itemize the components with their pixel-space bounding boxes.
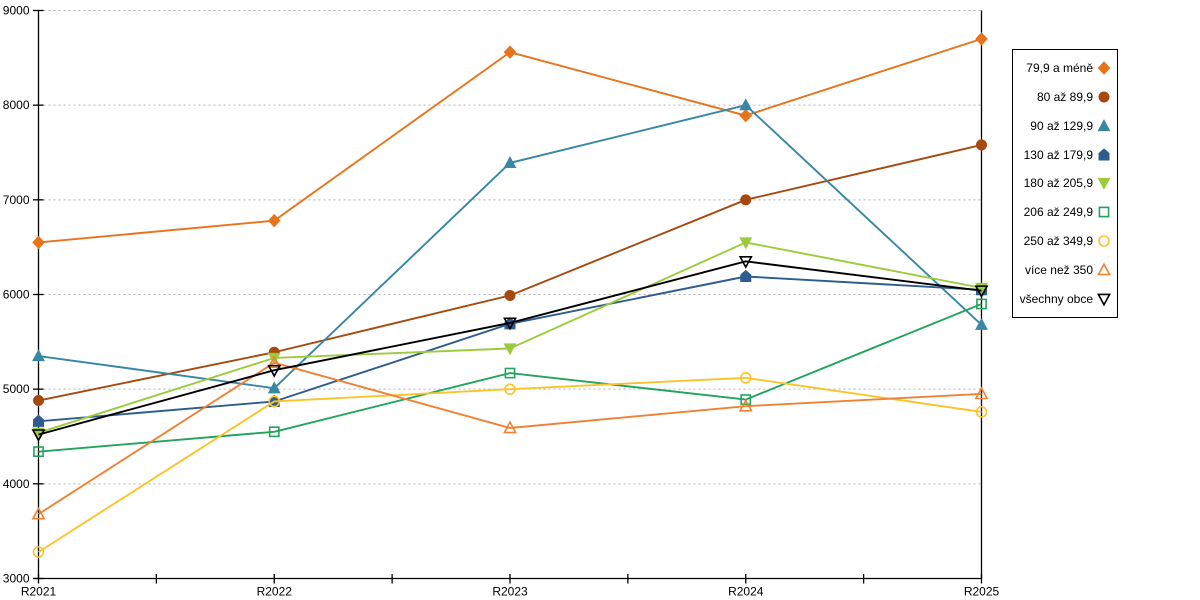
y-tick-label: 7000 <box>3 193 30 207</box>
triangle-down-marker-icon <box>1097 178 1111 191</box>
data-point <box>268 395 281 408</box>
series-line <box>38 303 982 453</box>
data-point <box>267 355 282 369</box>
data-point <box>504 367 516 379</box>
data-point <box>976 298 987 310</box>
data-point <box>32 349 45 362</box>
legend-label: všechny obce <box>1019 291 1093 306</box>
data-point <box>1098 235 1110 247</box>
y-tick-label: 6000 <box>3 288 30 302</box>
data-point <box>740 394 752 405</box>
x-tick-label: R2021 <box>21 585 57 599</box>
data-point <box>976 139 987 151</box>
y-tick-label: 9000 <box>3 4 30 18</box>
legend-item: 90 až 129,9 <box>1013 112 1117 139</box>
data-point <box>1097 293 1111 306</box>
legend-item: 79,9 a méně <box>1013 55 1117 82</box>
y-tick-label: 4000 <box>3 477 30 491</box>
legend-label: 130 až 179,9 <box>1023 147 1093 162</box>
data-point <box>268 426 280 438</box>
legend-label: 250 až 349,9 <box>1023 233 1093 248</box>
legend-item: 130 až 179,9 <box>1013 141 1117 168</box>
data-point <box>31 506 46 520</box>
data-point <box>1098 206 1110 218</box>
data-point <box>1097 61 1111 76</box>
legend-item: všechny obce <box>1013 285 1117 312</box>
data-point <box>504 289 516 301</box>
legend: 79,9 a méně 80 až 89,9 90 až 129,9 130 až 1… <box>1012 49 1118 318</box>
legend-label: 90 až 129,9 <box>1030 118 1093 133</box>
series-line <box>37 376 982 553</box>
legend-item: 250 až 349,9 <box>1013 227 1117 254</box>
data-point <box>1097 119 1111 132</box>
data-point <box>975 317 988 330</box>
data-point <box>974 285 989 299</box>
legend-item: 80 až 89,9 <box>1013 84 1117 111</box>
data-point <box>33 395 44 407</box>
data-point <box>739 108 753 123</box>
legend-label: 79,9 a méně <box>1026 61 1093 76</box>
data-point <box>503 343 517 356</box>
circle-marker-icon <box>1098 91 1110 103</box>
y-tick-label: 3000 <box>3 572 30 586</box>
legend-item: 180 až 205,9 <box>1013 170 1117 197</box>
legend-item: více než 350 <box>1013 256 1117 283</box>
series-line <box>38 241 982 434</box>
data-point <box>740 269 752 283</box>
data-point <box>503 156 517 169</box>
data-point <box>739 237 753 250</box>
data-point <box>974 386 989 400</box>
x-tick-label: R2024 <box>728 585 764 599</box>
data-point <box>31 429 46 443</box>
data-point <box>1098 91 1110 103</box>
y-tick-label: 8000 <box>3 98 30 112</box>
data-point <box>33 414 44 427</box>
series-line <box>38 37 982 244</box>
series-line <box>38 260 982 436</box>
series-line <box>37 361 982 515</box>
data-point <box>32 546 45 558</box>
triangle-down-marker-icon <box>1097 293 1111 306</box>
data-point <box>267 364 282 378</box>
data-point <box>267 213 281 228</box>
circle-marker-icon <box>1098 235 1110 247</box>
triangle-up-marker-icon <box>1097 119 1111 132</box>
x-tick-label: R2025 <box>964 585 1000 599</box>
data-point <box>1097 178 1111 191</box>
data-point <box>740 194 752 206</box>
triangle-up-marker-icon <box>1097 262 1111 276</box>
data-point <box>738 398 753 412</box>
legend-label: 206 až 249,9 <box>1023 205 1093 220</box>
data-point <box>503 317 517 331</box>
data-point <box>738 255 753 269</box>
data-point <box>503 420 517 434</box>
data-point <box>267 381 281 394</box>
square-marker-icon <box>1098 206 1110 218</box>
data-point <box>32 235 45 250</box>
pentagon-marker-icon <box>1098 148 1110 161</box>
data-point <box>1097 262 1111 276</box>
x-tick-label: R2022 <box>257 585 293 599</box>
data-point <box>739 98 753 111</box>
x-tick-label: R2023 <box>492 585 528 599</box>
data-point <box>975 32 988 46</box>
data-point <box>975 406 988 418</box>
legend-item: 206 až 249,9 <box>1013 199 1117 226</box>
data-point <box>1098 148 1110 161</box>
data-point <box>33 446 44 458</box>
data-point <box>503 45 517 59</box>
legend-label: více než 350 <box>1024 262 1093 277</box>
legend-label: 180 až 205,9 <box>1023 176 1093 191</box>
data-point <box>504 383 516 395</box>
y-tick-label: 5000 <box>3 382 30 396</box>
legend-label: 80 až 89,9 <box>1036 90 1093 105</box>
data-point <box>739 372 752 384</box>
diamond-marker-icon <box>1097 61 1111 76</box>
